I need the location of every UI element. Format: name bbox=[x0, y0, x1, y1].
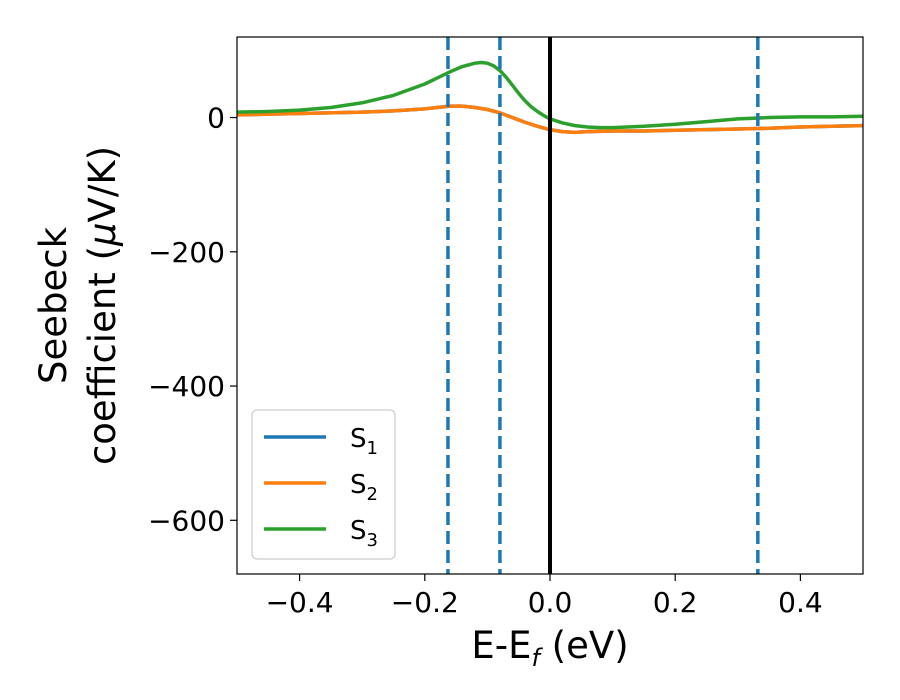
x-axis-ticks: −0.4 −0.2 0.0 0.2 0.4 bbox=[266, 574, 823, 619]
x-tick-label: 0.2 bbox=[653, 586, 698, 619]
y-tick-label: −400 bbox=[148, 370, 225, 403]
x-tick-label: 0.4 bbox=[778, 586, 823, 619]
x-tick-label: −0.4 bbox=[266, 586, 334, 619]
y-axis-label-line2: coefficient (μV/K) bbox=[81, 146, 124, 465]
y-axis-label-line1: Seebeck bbox=[32, 226, 75, 384]
x-axis-label-unit: (eV) bbox=[540, 624, 629, 667]
y-axis-ticks: 0 −200 −400 −600 bbox=[148, 102, 237, 537]
vertical-reference-lines bbox=[446, 37, 760, 574]
legend-entry-2: S2 bbox=[264, 470, 378, 505]
legend-entry-1: S1 bbox=[264, 424, 378, 459]
x-axis-label: E-Ef (eV) bbox=[471, 624, 628, 672]
legend-label: S2 bbox=[350, 470, 378, 505]
series-line-3 bbox=[236, 60, 864, 130]
legend-entries: S1 S2 S3 bbox=[264, 424, 378, 551]
legend-entry-3: S3 bbox=[264, 516, 378, 551]
x-tick-label: 0.0 bbox=[528, 586, 573, 619]
y-tick-label: −600 bbox=[148, 504, 225, 537]
x-tick-label: −0.2 bbox=[391, 586, 459, 619]
y-axis-label: Seebeck coefficient (μV/K) bbox=[32, 146, 124, 465]
y-tick-label: 0 bbox=[207, 102, 225, 135]
y-axis-label-mu: μ bbox=[81, 222, 124, 247]
series-line-2 bbox=[236, 104, 864, 135]
legend-label: S1 bbox=[350, 424, 378, 459]
y-tick-label: −200 bbox=[148, 236, 225, 269]
plot-lines bbox=[236, 60, 864, 135]
legend: S1 S2 S3 bbox=[251, 409, 396, 560]
legend-label: S3 bbox=[350, 516, 378, 551]
